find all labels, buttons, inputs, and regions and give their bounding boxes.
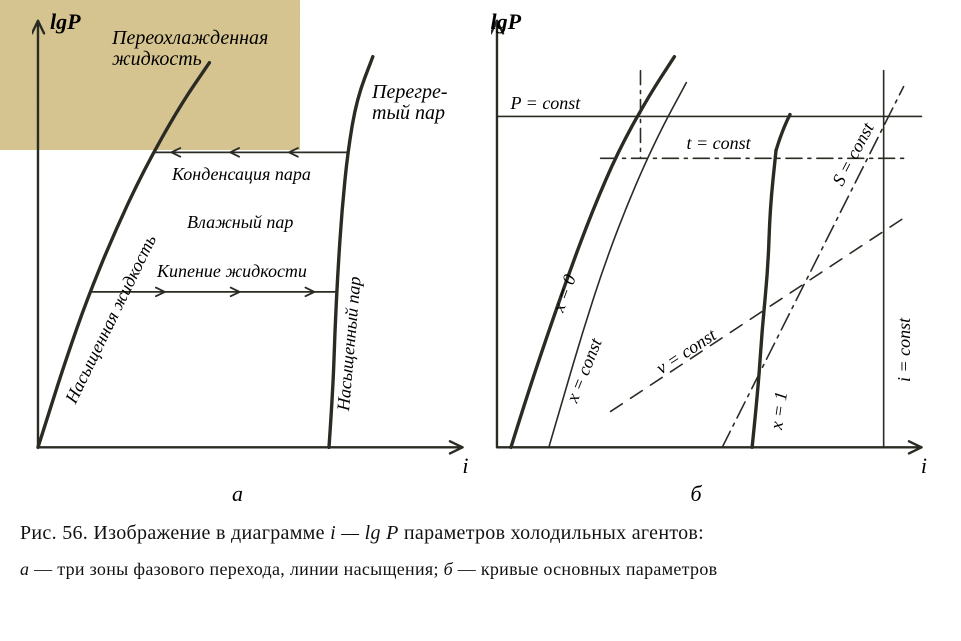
label-supercooled-liquid: Переохлажденная жидкость (112, 28, 268, 70)
label-i-const: i = const (895, 318, 914, 382)
caption-sub-text-2: — кривые основных параметров (453, 559, 718, 579)
axis-y-label-a: lgP (50, 10, 81, 33)
axis-x-label-a: i (462, 454, 468, 477)
panel-b: lgP i б P = const t = const S = const v … (491, 10, 930, 505)
caption-block: Рис. 56. Изображение в диаграмме i — lg … (20, 520, 941, 581)
panel-a: lgP i а Переохлажденная жидкость Насыщен… (32, 10, 471, 505)
axis-x-label-b: i (921, 454, 927, 477)
label-wet-vapor: Влажный пар (187, 213, 293, 232)
caption-text-b: параметров холодильных агентов: (399, 522, 704, 544)
label-condensation: Конденсация пара (172, 165, 311, 184)
panel-b-id: б (691, 482, 702, 505)
label-p-const: P = const (511, 94, 581, 113)
label-superheat: Перегре- тый пар (372, 82, 448, 124)
panel-a-id: а (232, 482, 243, 505)
diagram-row: lgP i а Переохлажденная жидкость Насыщен… (32, 10, 929, 505)
caption-sub-a: а (20, 559, 29, 579)
caption-sub-text-1: — три зоны фазового перехода, линии насы… (29, 559, 443, 579)
label-supercooled-l2: жидкость (112, 48, 202, 70)
label-superheat-l1: Перегре- (372, 81, 448, 103)
panel-b-svg (491, 10, 930, 505)
label-superheat-l2: тый пар (372, 102, 445, 124)
caption-text-a: Изображение в диаграмме (93, 522, 330, 544)
label-t-const: t = const (687, 134, 751, 153)
axis-y-label-b: lgP (491, 10, 522, 33)
caption-sub: а — три зоны фазового перехода, линии на… (20, 557, 941, 581)
caption-figno: Рис. 56. (20, 522, 88, 544)
caption-main: Рис. 56. Изображение в диаграмме i — lg … (20, 520, 941, 547)
label-supercooled-l1: Переохлажденная (112, 27, 268, 49)
label-boiling: Кипение жидкости (157, 262, 307, 281)
caption-italic: i — lg P (330, 522, 399, 544)
caption-sub-b: б (444, 559, 453, 579)
